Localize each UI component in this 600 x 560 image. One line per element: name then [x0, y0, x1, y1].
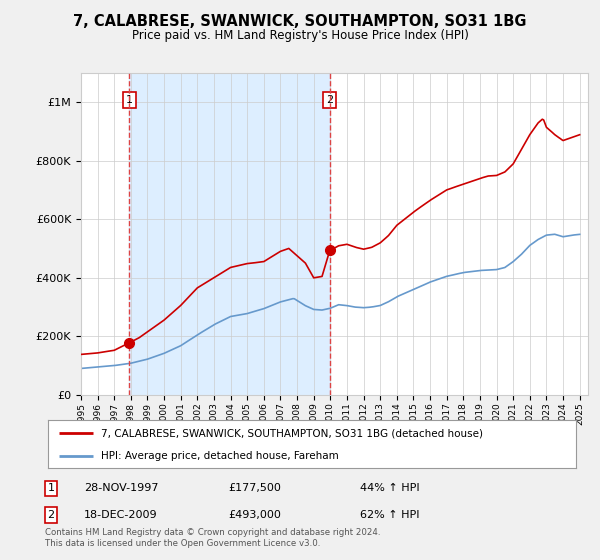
Text: £493,000: £493,000 [228, 510, 281, 520]
Text: 7, CALABRESE, SWANWICK, SOUTHAMPTON, SO31 1BG: 7, CALABRESE, SWANWICK, SOUTHAMPTON, SO3… [73, 14, 527, 29]
Text: 28-NOV-1997: 28-NOV-1997 [84, 483, 158, 493]
Text: 44% ↑ HPI: 44% ↑ HPI [360, 483, 419, 493]
Text: 1: 1 [126, 95, 133, 105]
Text: £177,500: £177,500 [228, 483, 281, 493]
Text: 2: 2 [326, 95, 333, 105]
Text: 2: 2 [47, 510, 55, 520]
Text: 62% ↑ HPI: 62% ↑ HPI [360, 510, 419, 520]
Text: Price paid vs. HM Land Registry's House Price Index (HPI): Price paid vs. HM Land Registry's House … [131, 29, 469, 42]
Text: 18-DEC-2009: 18-DEC-2009 [84, 510, 158, 520]
Text: 1: 1 [47, 483, 55, 493]
Bar [130, 73, 329, 395]
Text: HPI: Average price, detached house, Fareham: HPI: Average price, detached house, Fare… [101, 451, 338, 461]
Text: Contains HM Land Registry data © Crown copyright and database right 2024.
This d: Contains HM Land Registry data © Crown c… [45, 528, 380, 548]
Text: 7, CALABRESE, SWANWICK, SOUTHAMPTON, SO31 1BG (detached house): 7, CALABRESE, SWANWICK, SOUTHAMPTON, SO3… [101, 428, 483, 438]
